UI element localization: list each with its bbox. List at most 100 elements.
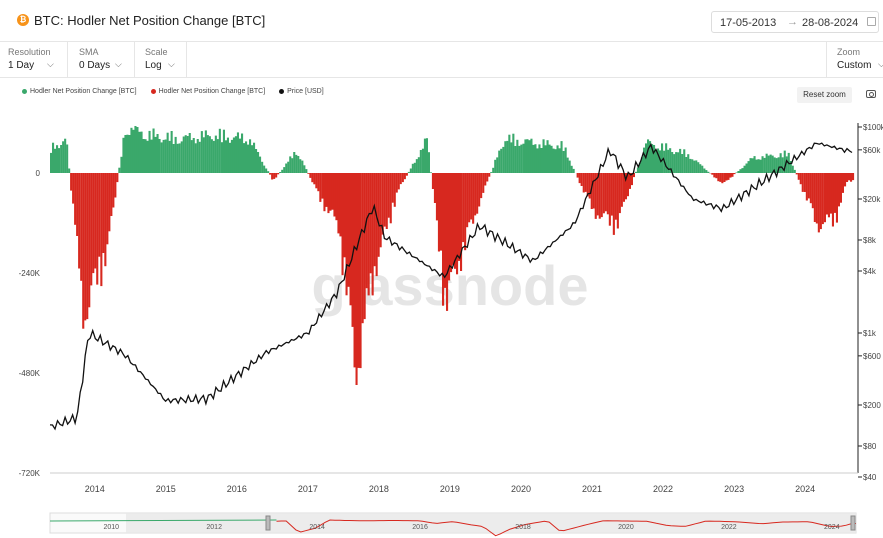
bar-positive xyxy=(206,135,209,173)
bar-negative xyxy=(616,173,619,229)
resolution-select[interactable]: Resolution 1 Day ⌵ xyxy=(0,42,68,78)
bar-positive xyxy=(267,171,270,173)
bar-positive xyxy=(745,163,748,173)
navigator-handle-left[interactable] xyxy=(265,515,271,531)
date-to[interactable]: 28-08-2024 xyxy=(802,17,859,29)
bar-negative xyxy=(435,173,438,221)
bar-negative xyxy=(92,173,95,274)
chart-plot[interactable]: glassnode 0-240K-480K-720K $100k$60k$20k… xyxy=(0,105,883,495)
legend-item-price[interactable]: Price [USD] xyxy=(279,88,324,95)
bar-positive xyxy=(530,138,533,173)
bar-positive xyxy=(170,131,173,173)
bar-positive xyxy=(554,149,557,173)
bar-positive xyxy=(683,149,686,173)
reset-zoom-button[interactable]: Reset zoom xyxy=(797,87,852,103)
bar-positive xyxy=(136,127,139,173)
bar-negative xyxy=(604,173,607,212)
navigator-handle-right[interactable] xyxy=(850,515,856,531)
bar-positive xyxy=(675,152,678,173)
legend-item-negative[interactable]: Hodler Net Position Change [BTC] xyxy=(150,88,265,95)
zoom-value: Custom xyxy=(837,60,872,71)
bitcoin-icon: ₿ xyxy=(17,14,29,26)
bar-negative xyxy=(319,173,322,202)
bars-layer xyxy=(50,126,855,385)
bar-positive xyxy=(257,152,260,173)
bar-positive xyxy=(212,140,215,173)
sma-select[interactable]: SMA 0 Days ⌵ xyxy=(68,42,135,78)
bar-positive xyxy=(234,136,237,173)
bar-positive xyxy=(54,148,57,173)
bar-negative xyxy=(98,173,101,257)
bar-positive xyxy=(693,160,696,173)
bar-negative xyxy=(813,173,816,222)
bar-positive xyxy=(265,168,268,173)
bar-negative xyxy=(632,173,635,178)
navigator[interactable]: 2010 2012 2014 2016 2018 2020 2022 2024 xyxy=(0,508,883,538)
bar-negative xyxy=(476,173,479,214)
bar-negative xyxy=(347,173,350,287)
bar-positive xyxy=(636,167,639,173)
bar-positive xyxy=(120,156,123,173)
bar-positive xyxy=(508,134,511,173)
bar-positive xyxy=(198,141,201,173)
bar-negative xyxy=(733,173,736,175)
bar-positive xyxy=(228,142,231,173)
bar-positive xyxy=(536,148,539,173)
bar-positive xyxy=(562,151,565,173)
date-from[interactable]: 17-05-2013 xyxy=(720,17,777,29)
bar-positive xyxy=(166,132,169,173)
legend-label: Hodler Net Position Change [BTC] xyxy=(30,88,137,95)
bar-positive xyxy=(146,140,149,173)
scale-select[interactable]: Scale Log ⌵ xyxy=(135,42,187,78)
bar-positive xyxy=(781,157,784,173)
bar-positive xyxy=(297,156,300,173)
bar-negative xyxy=(88,173,91,308)
bar-positive xyxy=(204,130,207,173)
bar-negative xyxy=(323,173,326,212)
bar-negative xyxy=(458,173,461,261)
bar-positive xyxy=(679,148,682,173)
navigator-tick-label: 2010 xyxy=(103,524,119,531)
bar-negative xyxy=(600,173,603,218)
bar-negative xyxy=(460,173,463,271)
bar-negative xyxy=(353,173,356,368)
bar-negative xyxy=(596,173,599,216)
bar-negative xyxy=(325,173,328,207)
scale-value: Log xyxy=(145,60,162,71)
bar-positive xyxy=(172,144,175,173)
bar-negative xyxy=(329,173,332,211)
bar-positive xyxy=(66,144,69,173)
bar-positive xyxy=(174,136,177,173)
zoom-label: Zoom xyxy=(837,47,861,57)
bar-negative xyxy=(446,173,449,311)
bar-positive xyxy=(737,171,740,173)
bar-positive xyxy=(755,159,758,173)
bar-positive xyxy=(749,158,752,173)
bar-positive xyxy=(743,165,746,173)
bar-negative xyxy=(273,173,276,179)
bar-negative xyxy=(110,173,113,216)
y-right-tick-label: $40 xyxy=(863,473,877,482)
bar-negative xyxy=(805,173,808,201)
bar-positive xyxy=(216,139,219,173)
bar-positive xyxy=(56,145,59,173)
bar-positive xyxy=(703,168,706,173)
bar-positive xyxy=(697,162,700,173)
calendar-icon[interactable] xyxy=(867,17,876,26)
bar-positive xyxy=(659,150,662,173)
bar-positive xyxy=(289,156,292,173)
date-range-picker[interactable]: 17-05-2013 → 28-08-2024 xyxy=(711,11,879,33)
y-left-tick-label: -240K xyxy=(19,269,41,278)
bar-positive xyxy=(429,172,432,173)
navigator-selection[interactable] xyxy=(126,513,856,533)
bar-negative xyxy=(271,173,274,180)
zoom-select[interactable]: Zoom Custom ⌵ xyxy=(826,42,883,78)
camera-icon[interactable] xyxy=(866,90,876,98)
legend-item-positive[interactable]: Hodler Net Position Change [BTC] xyxy=(22,88,137,95)
bar-negative xyxy=(369,173,372,274)
bar-negative xyxy=(94,173,97,269)
bar-positive xyxy=(550,145,553,173)
bar-positive xyxy=(761,156,764,173)
bar-negative xyxy=(307,173,310,174)
bar-negative xyxy=(399,173,402,185)
